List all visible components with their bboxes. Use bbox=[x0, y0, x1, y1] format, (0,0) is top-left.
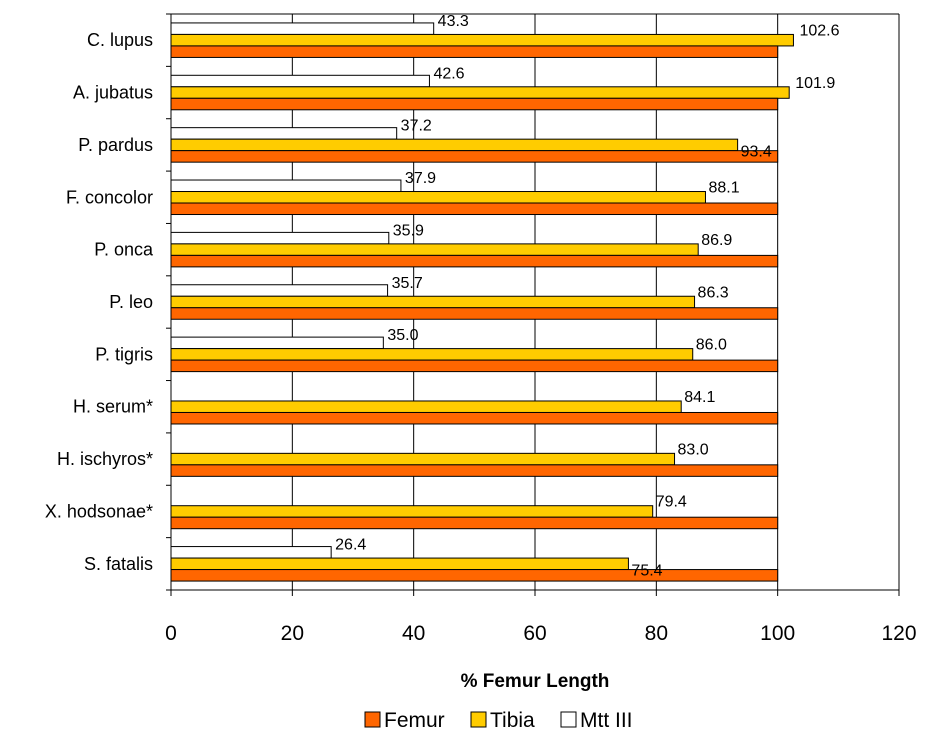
x-tick-label-100: 100 bbox=[760, 622, 795, 645]
bar-femur-4 bbox=[170, 254, 779, 268]
bar-tibia-8 bbox=[170, 452, 676, 466]
data-label-tibia-0: 102.6 bbox=[799, 22, 839, 39]
category-label-1: A. jubatus bbox=[73, 83, 153, 103]
category-label-0: C. lupus bbox=[87, 30, 153, 50]
data-label-tibia-1: 101.9 bbox=[795, 75, 835, 92]
x-tick-label-120: 120 bbox=[881, 622, 916, 645]
category-label-4: P. onca bbox=[94, 240, 154, 260]
data-label-tibia-3: 88.1 bbox=[708, 180, 739, 197]
bar-mtt-iii-5 bbox=[170, 284, 389, 297]
data-label-tibia-2: 93.4 bbox=[741, 144, 772, 161]
legend: Femur Tibia Mtt III bbox=[364, 709, 633, 732]
axes bbox=[166, 13, 900, 596]
x-tick-label-40: 40 bbox=[402, 622, 425, 645]
category-label-9: X. hodsonae* bbox=[45, 501, 153, 521]
data-label-tibia-4: 86.9 bbox=[701, 232, 732, 249]
data-label-mtt-6: 35.0 bbox=[387, 327, 418, 344]
data-label-tibia-7: 84.1 bbox=[684, 389, 715, 406]
bar-tibia-7 bbox=[170, 400, 682, 413]
bar-tibia-6 bbox=[170, 348, 694, 361]
bar-femur-0 bbox=[170, 45, 779, 58]
data-label-mtt-10: 26.4 bbox=[335, 537, 366, 554]
bar-mtt-iii-0 bbox=[170, 22, 435, 35]
legend-label-mtt-iii: Mtt III bbox=[580, 709, 633, 732]
data-label-mtt-5: 35.7 bbox=[392, 275, 423, 292]
category-label-10: S. fatalis bbox=[84, 554, 153, 574]
bar-mtt-iii-3 bbox=[170, 179, 402, 193]
bar-femur-6 bbox=[170, 359, 779, 373]
bar-tibia-9 bbox=[170, 505, 654, 518]
x-tick-label-0: 0 bbox=[165, 622, 177, 645]
bar-tibia-4 bbox=[170, 243, 699, 256]
category-label-8: H. ischyros* bbox=[57, 449, 153, 469]
category-labels: C. lupus A. jubatus P. pardus F. concolor P.… bbox=[45, 30, 154, 574]
bar-femur-10 bbox=[170, 569, 779, 582]
data-label-tibia-9: 79.4 bbox=[656, 494, 687, 511]
data-label-mtt-3: 37.9 bbox=[405, 170, 436, 187]
category-label-6: P. tigris bbox=[95, 344, 153, 364]
bar-femur-1 bbox=[170, 97, 779, 111]
data-label-mtt-4: 35.9 bbox=[393, 222, 424, 239]
bar-mtt-iii-10 bbox=[170, 546, 332, 559]
bar-femur-8 bbox=[170, 464, 779, 477]
bar-femur-9 bbox=[170, 516, 779, 530]
bar-mtt-iii-6 bbox=[170, 336, 384, 350]
bar-tibia-5 bbox=[170, 295, 696, 309]
data-labels: 102.6 43.3 101.9 42.6 93.4 37.2 88.1 37.9 86.9 35… bbox=[335, 13, 839, 580]
bar-mtt-iii-2 bbox=[170, 127, 398, 140]
x-tick-label-80: 80 bbox=[645, 622, 668, 645]
bars bbox=[170, 22, 794, 582]
bar-femur-7 bbox=[170, 411, 779, 425]
data-label-mtt-0: 43.3 bbox=[438, 13, 469, 30]
bar-femur-5 bbox=[170, 307, 779, 320]
bar-tibia-3 bbox=[170, 191, 706, 204]
data-label-tibia-8: 83.0 bbox=[678, 441, 709, 458]
legend-swatch-tibia bbox=[470, 711, 487, 728]
bar-tibia-1 bbox=[170, 86, 790, 99]
bar-tibia-2 bbox=[170, 138, 739, 152]
x-axis-title: % Femur Length bbox=[461, 671, 610, 692]
data-label-tibia-10: 75.4 bbox=[631, 563, 662, 580]
x-tick-label-20: 20 bbox=[281, 622, 304, 645]
legend-label-femur: Femur bbox=[384, 709, 445, 732]
category-label-7: H. serum* bbox=[73, 397, 153, 417]
bar-mtt-iii-4 bbox=[170, 231, 390, 245]
x-tick-label-60: 60 bbox=[523, 622, 546, 645]
tick-labels: 0 20 40 60 80 100 120 bbox=[165, 622, 916, 645]
category-label-3: F. concolor bbox=[66, 187, 153, 207]
legend-swatch-mtt-iii bbox=[560, 711, 577, 728]
data-label-mtt-1: 42.6 bbox=[433, 65, 464, 82]
data-label-tibia-5: 86.3 bbox=[698, 284, 729, 301]
legend-swatch-femur bbox=[364, 711, 381, 728]
category-label-2: P. pardus bbox=[78, 135, 153, 155]
legend-label-tibia: Tibia bbox=[490, 709, 535, 732]
data-label-mtt-2: 37.2 bbox=[401, 118, 432, 135]
bar-tibia-0 bbox=[170, 33, 794, 47]
data-label-tibia-6: 86.0 bbox=[696, 337, 727, 354]
bar-femur-3 bbox=[170, 202, 779, 216]
bar-femur-2 bbox=[170, 150, 779, 163]
bar-mtt-iii-1 bbox=[170, 74, 430, 88]
bar-tibia-10 bbox=[170, 557, 629, 571]
category-label-5: P. leo bbox=[109, 292, 153, 312]
